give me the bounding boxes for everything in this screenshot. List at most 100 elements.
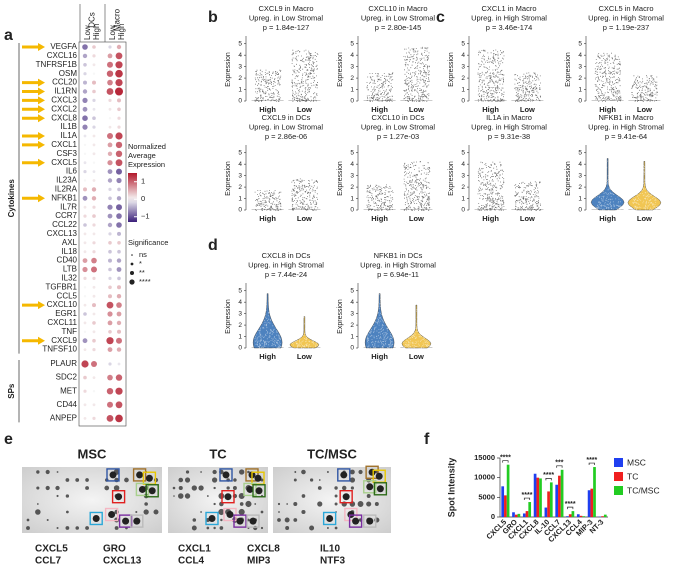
plot-title: Upreg. in Low Stromal bbox=[249, 13, 324, 22]
dot bbox=[83, 312, 87, 316]
plot-title: p = 2.86e-06 bbox=[265, 132, 307, 141]
panel-label: c bbox=[436, 9, 445, 26]
x-tick-label: Low bbox=[297, 105, 312, 114]
y-tick-label: 3 bbox=[350, 310, 354, 317]
y-tick-label: 15000 bbox=[474, 453, 495, 462]
dot bbox=[107, 374, 113, 381]
dot bbox=[92, 205, 96, 209]
dot bbox=[83, 187, 87, 192]
dot bbox=[92, 72, 96, 75]
gene-label: TNF bbox=[61, 327, 77, 336]
array-spot bbox=[145, 474, 153, 482]
y-tick-label: 2 bbox=[238, 184, 242, 191]
dot bbox=[116, 222, 122, 228]
y-tick-label: 0 bbox=[578, 98, 582, 105]
significance-label: **** bbox=[543, 472, 554, 479]
legend-title: Average bbox=[128, 151, 156, 160]
cell-type-label: DCs bbox=[88, 12, 97, 28]
significance-bracket bbox=[567, 506, 574, 510]
dot bbox=[115, 69, 123, 78]
legend-dot bbox=[130, 271, 134, 275]
legend-label: NTF3 bbox=[320, 556, 345, 566]
dot bbox=[107, 142, 113, 148]
dot bbox=[92, 161, 96, 164]
jitter-points bbox=[254, 190, 282, 211]
x-tick-label: Low bbox=[409, 214, 424, 223]
y-tick-label: 5 bbox=[238, 287, 242, 294]
y-tick-label: 0 bbox=[578, 207, 582, 214]
array-box bbox=[106, 468, 120, 482]
array-box bbox=[118, 514, 133, 528]
bar bbox=[558, 475, 561, 517]
gene-label: OSM bbox=[59, 69, 78, 78]
array-spot bbox=[148, 487, 156, 495]
dot bbox=[116, 44, 122, 50]
dot bbox=[108, 45, 112, 49]
y-tick-label: 1 bbox=[238, 86, 242, 93]
gene-label: IL32 bbox=[61, 274, 77, 283]
dot bbox=[115, 387, 123, 395]
gene-label: CCL5 bbox=[57, 291, 78, 300]
dot bbox=[107, 320, 113, 326]
legend-swatch bbox=[614, 458, 623, 467]
plot-title: CXCL10 in DCs bbox=[372, 113, 425, 122]
array-box bbox=[89, 511, 103, 526]
dot bbox=[115, 87, 123, 96]
dot bbox=[82, 97, 88, 103]
violin bbox=[364, 293, 395, 349]
dot bbox=[117, 107, 121, 112]
array-spot bbox=[375, 472, 383, 480]
y-tick-label: 5 bbox=[350, 149, 354, 156]
y-tick-label: 5 bbox=[350, 40, 354, 47]
panel-label: e bbox=[4, 431, 13, 448]
legend-dot bbox=[131, 254, 133, 256]
y-tick-label: 2 bbox=[578, 75, 582, 82]
y-tick-label: 4 bbox=[350, 299, 354, 306]
legend-swatch bbox=[614, 486, 623, 495]
dot bbox=[115, 150, 123, 157]
array-spot bbox=[109, 471, 117, 479]
dot bbox=[92, 403, 96, 407]
dot bbox=[115, 159, 123, 167]
array-box bbox=[111, 490, 126, 504]
significance-bracket bbox=[502, 460, 509, 463]
array-box bbox=[365, 465, 379, 479]
dot bbox=[108, 241, 112, 245]
y-tick-label: 3 bbox=[461, 63, 465, 70]
x-tick-label: High bbox=[259, 214, 276, 223]
plot-title: Upreg. in Low Stromal bbox=[361, 13, 436, 22]
highlight-arrow bbox=[22, 132, 45, 140]
violin bbox=[627, 161, 662, 211]
dot bbox=[117, 249, 121, 254]
array-spot bbox=[115, 493, 123, 501]
y-tick-label: 1 bbox=[350, 86, 354, 93]
dot bbox=[83, 330, 87, 333]
dot bbox=[116, 213, 122, 219]
highlight-arrow bbox=[22, 114, 45, 123]
dot bbox=[115, 141, 123, 149]
dot bbox=[92, 241, 96, 245]
dot bbox=[92, 170, 96, 174]
array-box bbox=[339, 490, 353, 504]
significance-label: **** bbox=[565, 501, 576, 508]
bar bbox=[555, 484, 559, 517]
plot-title: p = 1.27e-03 bbox=[377, 132, 419, 141]
jitter-points bbox=[594, 52, 622, 102]
x-tick-label: High bbox=[371, 105, 388, 114]
dot bbox=[83, 214, 87, 218]
dot bbox=[82, 258, 88, 263]
y-tick-label: 4 bbox=[350, 52, 354, 59]
plot-title: Upreg. in High Stromal bbox=[471, 122, 547, 131]
significance-label: **** bbox=[522, 492, 533, 499]
array-spot bbox=[342, 493, 350, 501]
significance-bracket bbox=[523, 497, 531, 501]
dot bbox=[83, 375, 87, 380]
plot-title: p = 9.41e-64 bbox=[605, 132, 647, 141]
dot bbox=[108, 125, 112, 129]
dot bbox=[117, 98, 121, 103]
dot bbox=[108, 276, 112, 280]
highlight-arrow bbox=[22, 140, 45, 149]
bar bbox=[571, 511, 575, 517]
y-tick-label: 1 bbox=[350, 333, 354, 340]
panel-label: f bbox=[424, 431, 430, 448]
